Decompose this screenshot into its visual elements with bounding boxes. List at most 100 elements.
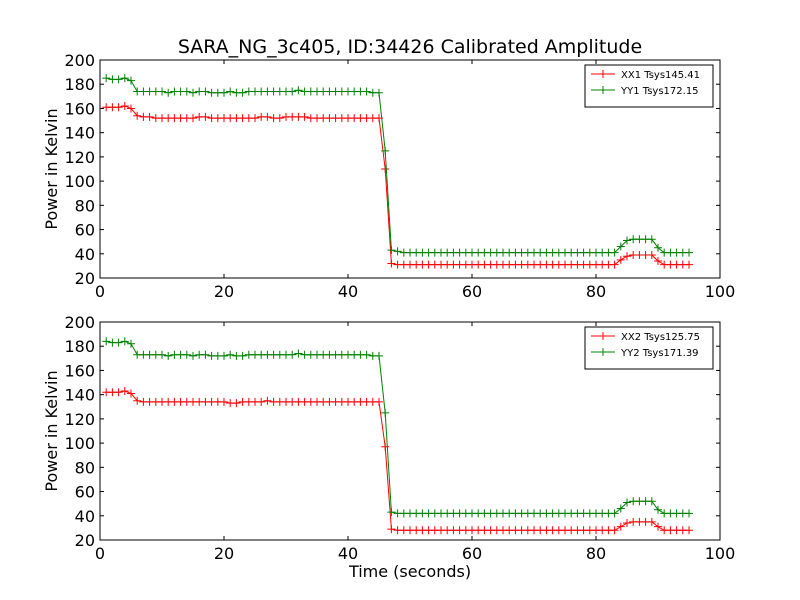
bottom-subplot: 0 20 40 60 80 10020406080100120140160180200Po… xyxy=(42,313,735,581)
x-axis-label: Time (seconds) xyxy=(348,562,471,581)
data-point xyxy=(610,526,619,535)
data-point xyxy=(387,259,396,268)
data-point xyxy=(120,102,129,111)
x-tick-label: 20 xyxy=(214,282,234,301)
data-point xyxy=(226,350,235,359)
y-tick-label: 40 xyxy=(75,245,95,264)
data-point xyxy=(685,248,693,257)
data-point xyxy=(158,350,166,359)
y-tick-label: 120 xyxy=(64,148,95,167)
top-subplot: 0 20 40 60 80 10020406080100120140160180200Po… xyxy=(42,51,735,301)
data-point xyxy=(610,509,619,518)
y-tick-label: 60 xyxy=(75,221,95,240)
plot-frame xyxy=(99,59,721,279)
y-tick-label: 120 xyxy=(64,410,95,429)
y-tick-label: 80 xyxy=(75,458,95,477)
y-tick-label: 180 xyxy=(64,75,95,94)
data-point xyxy=(685,260,693,269)
legend-swatch-marker xyxy=(599,70,607,78)
data-point xyxy=(288,87,297,96)
data-point xyxy=(263,112,272,121)
data-point xyxy=(375,397,383,406)
data-point xyxy=(275,114,284,123)
data-point xyxy=(251,114,259,123)
y-tick-label: 140 xyxy=(64,124,95,143)
x-tick-label: 40 xyxy=(338,282,358,301)
y-tick-label: 160 xyxy=(64,361,95,380)
data-point xyxy=(387,525,396,534)
data-point xyxy=(220,351,228,360)
legend-entry: XX2 Tsys125.75 xyxy=(621,332,700,343)
data-point xyxy=(616,522,625,531)
x-tick-label: 60 xyxy=(462,544,482,563)
figure-title: SARA_NG_3c405, ID:34426 Calibrated Ampli… xyxy=(178,36,642,58)
data-point xyxy=(164,88,173,97)
data-point xyxy=(257,397,266,406)
data-point xyxy=(685,509,693,518)
data-point xyxy=(127,339,135,348)
data-point xyxy=(114,338,123,347)
data-point xyxy=(127,76,135,85)
data-point xyxy=(164,351,173,360)
legend-swatch-marker xyxy=(599,86,607,94)
data-point xyxy=(294,86,303,95)
data-point xyxy=(647,250,656,259)
data-point xyxy=(654,257,662,266)
x-tick-label: 80 xyxy=(586,544,606,563)
legend-swatch-marker xyxy=(599,332,607,340)
data-point xyxy=(201,87,210,96)
y-tick-label: 200 xyxy=(64,51,95,70)
legend-entry: XX1 Tsys145.41 xyxy=(621,70,700,81)
data-point xyxy=(381,442,390,451)
data-point xyxy=(133,396,142,405)
data-point xyxy=(120,74,129,83)
legend-box xyxy=(584,326,714,370)
data-point xyxy=(127,389,135,398)
data-point xyxy=(189,114,197,123)
data-point xyxy=(375,88,383,97)
data-point xyxy=(623,252,631,261)
data-point xyxy=(189,88,197,97)
data-point xyxy=(381,165,390,173)
y-tick-label: 200 xyxy=(64,313,95,332)
data-point xyxy=(623,498,631,507)
x-tick-label: 40 xyxy=(338,544,358,563)
y-axis-label: Power in Kelvin xyxy=(42,108,61,229)
data-point xyxy=(220,397,228,406)
y-tick-label: 180 xyxy=(64,337,95,356)
x-tick-label: 60 xyxy=(462,282,482,301)
data-point xyxy=(616,255,625,264)
x-tick-label: 80 xyxy=(586,282,606,301)
data-point xyxy=(647,517,656,526)
data-point xyxy=(610,260,619,269)
data-point xyxy=(226,87,235,96)
x-tick-label: 100 xyxy=(705,544,736,563)
data-point xyxy=(362,87,371,96)
data-point xyxy=(300,112,309,121)
data-point xyxy=(114,103,123,112)
y-tick-label: 20 xyxy=(75,531,95,550)
legend-entry: YY1 Tsys172.15 xyxy=(620,86,699,97)
plot-frame xyxy=(99,321,721,541)
data-point xyxy=(387,246,396,255)
data-point xyxy=(647,497,656,506)
data-point xyxy=(133,111,142,120)
data-point xyxy=(238,351,247,360)
legend-entry: YY2 Tsys171.39 xyxy=(620,348,699,359)
data-point xyxy=(393,247,402,256)
data-point xyxy=(654,505,662,514)
data-point xyxy=(685,526,693,535)
data-point xyxy=(623,236,631,245)
data-point xyxy=(294,349,303,358)
data-point xyxy=(120,387,129,396)
x-tick-label: 100 xyxy=(705,282,736,301)
data-point xyxy=(263,396,272,405)
data-point xyxy=(288,350,297,359)
data-point xyxy=(647,235,656,244)
y-tick-label: 140 xyxy=(64,386,95,405)
data-point xyxy=(182,87,191,96)
data-point xyxy=(362,350,371,359)
y-tick-label: 100 xyxy=(64,172,95,191)
data-point xyxy=(375,351,383,360)
